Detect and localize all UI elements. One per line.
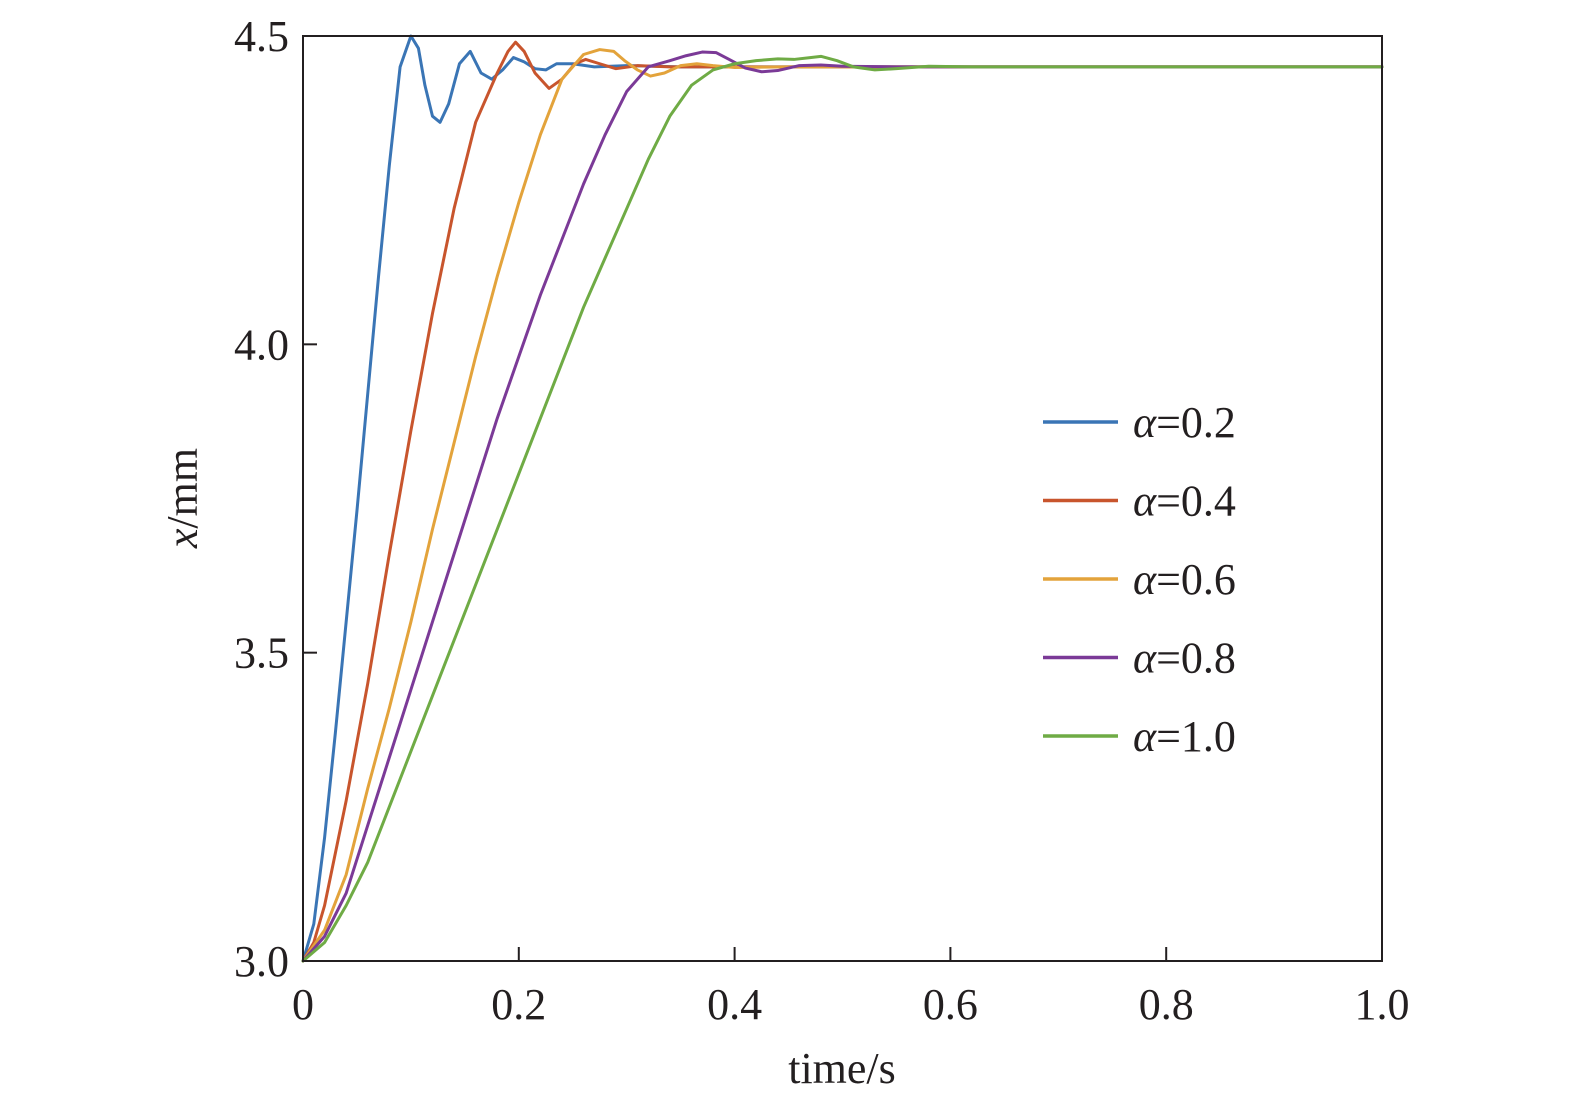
legend-symbol: α xyxy=(1133,555,1157,604)
x-tick-label: 0 xyxy=(292,980,314,1029)
plot-frame xyxy=(302,35,1383,962)
legend-symbol: α xyxy=(1133,634,1157,683)
legend-label-1: α=0.2 xyxy=(1133,398,1236,447)
legend-value: =0.6 xyxy=(1156,555,1236,604)
x-axis-label: time/s xyxy=(788,1044,896,1093)
series-line-5 xyxy=(301,54,1384,963)
legend: α=0.2α=0.4α=0.6α=0.8α=1.0 xyxy=(1043,398,1236,761)
legend-symbol: α xyxy=(1133,477,1157,526)
y-axis-label-unit: /mm xyxy=(158,448,207,529)
legend-value: =0.4 xyxy=(1156,477,1236,526)
x-tick-label: 1.0 xyxy=(1355,980,1410,1029)
y-axis-label: x/mm xyxy=(158,448,207,549)
x-tick-label: 0.8 xyxy=(1139,980,1194,1029)
legend-symbol: α xyxy=(1133,712,1157,761)
legend-label-3: α=0.6 xyxy=(1133,555,1236,604)
legend-symbol: α xyxy=(1133,398,1157,447)
legend-label-4: α=0.8 xyxy=(1133,634,1236,683)
legend-value: =1.0 xyxy=(1156,712,1236,761)
x-tick-label: 0.6 xyxy=(923,980,978,1029)
y-axis: 3.0 3.5 4.0 4.5 xyxy=(234,12,317,986)
x-axis: 0 0.2 0.4 0.6 0.8 1.0 xyxy=(292,947,1410,1029)
y-tick-label: 3.5 xyxy=(234,629,289,678)
legend-label-2: α=0.4 xyxy=(1133,477,1236,526)
y-axis-label-var: x xyxy=(158,528,207,549)
legend-value: =0.8 xyxy=(1156,634,1236,683)
series-line-2 xyxy=(301,40,1384,963)
y-tick-label: 4.0 xyxy=(234,320,289,369)
series-line-4 xyxy=(301,50,1384,963)
legend-label-5: α=1.0 xyxy=(1133,712,1236,761)
series-layer xyxy=(301,34,1384,963)
x-tick-label: 0.4 xyxy=(707,980,762,1029)
legend-value: =0.2 xyxy=(1156,398,1236,447)
x-tick-label: 0.2 xyxy=(491,980,546,1029)
y-tick-label: 3.0 xyxy=(234,937,289,986)
y-tick-label: 4.5 xyxy=(234,12,289,61)
